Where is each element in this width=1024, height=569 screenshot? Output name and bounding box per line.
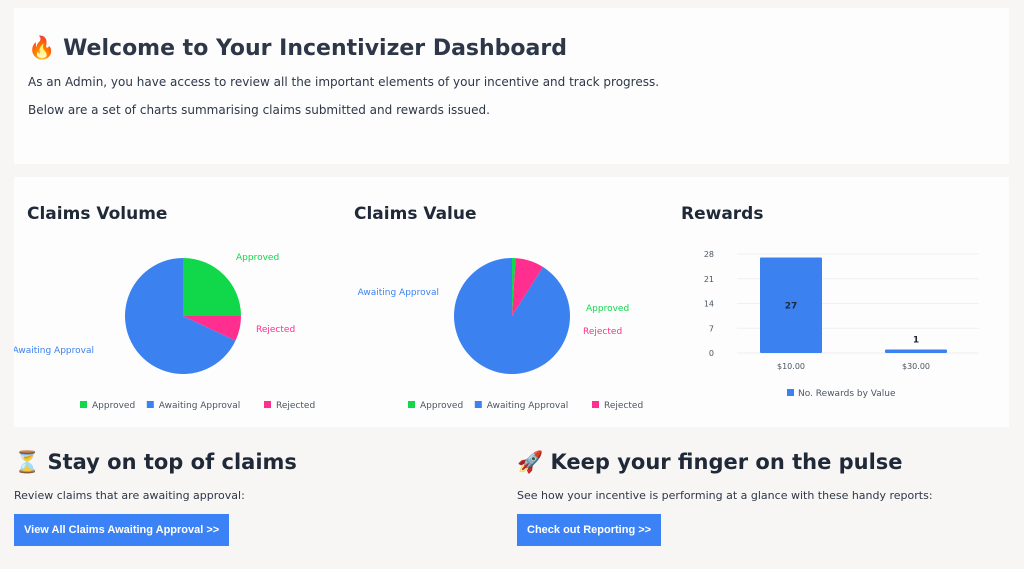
claims-volume-title: Claims Volume	[27, 204, 168, 224]
claims-text: Review claims that are awaiting approval…	[14, 489, 245, 502]
pie-slice-awaiting-approval	[453, 258, 570, 374]
pulse-heading: 🚀 Keep your finger on the pulse	[517, 450, 903, 474]
bar	[760, 257, 822, 353]
rewards-title: Rewards	[681, 204, 764, 224]
intro-text: As an Admin, you have access to review a…	[28, 75, 660, 89]
welcome-card: 🔥 Welcome to Your Incentivizer Dashboard…	[14, 8, 1009, 164]
y-tick-label: 7	[709, 324, 714, 333]
intro-text-2: Below are a set of charts summarising cl…	[28, 103, 490, 117]
legend-label: Awaiting Approval	[159, 401, 240, 411]
slice-label: Awaiting Approval	[358, 288, 439, 298]
slice-label: Rejected	[583, 327, 622, 337]
legend-label: Approved	[92, 401, 135, 411]
reporting-button[interactable]: Check out Reporting >>	[517, 514, 662, 546]
slice-label: Approved	[586, 304, 629, 314]
hourglass-icon: ⏳	[14, 450, 41, 474]
pie-slice-approved	[183, 258, 241, 316]
fire-icon: 🔥	[28, 36, 56, 61]
legend-label: Rejected	[276, 401, 315, 411]
pie-slice-approved	[512, 258, 516, 316]
slice-label: Approved	[236, 253, 279, 263]
legend-swatch	[146, 401, 154, 408]
legend-swatch	[80, 401, 87, 408]
x-tick-label: $10.00	[777, 362, 805, 371]
charts-svg: Approved Awaiting Approval Rejected Approve…	[14, 250, 979, 411]
y-tick-label: 14	[704, 300, 714, 309]
charts-card: Claims Volume Claims Value Rewards Appro…	[14, 177, 1009, 427]
legend-swatch	[264, 401, 271, 408]
x-tick-label: $30.00	[902, 362, 930, 371]
legend-label: Awaiting Approval	[487, 401, 568, 411]
legend-swatch	[787, 389, 794, 396]
claims-heading: ⏳ Stay on top of claims	[14, 450, 297, 474]
pie-slice-rejected	[183, 316, 241, 341]
page-title: 🔥 Welcome to Your Incentivizer Dashboard	[28, 36, 567, 61]
legend-label: No. Rewards by Value	[798, 389, 896, 399]
data-label: 1	[913, 335, 919, 345]
claims-value-title: Claims Value	[354, 204, 477, 224]
pie-slice-rejected	[512, 258, 544, 316]
y-tick-label: 28	[704, 250, 714, 259]
pie-slice-awaiting-approval	[125, 258, 236, 374]
legend-swatch	[474, 401, 482, 408]
y-tick-label: 21	[704, 275, 714, 284]
bar	[885, 349, 947, 353]
data-label: 27	[785, 301, 798, 311]
pulse-section: 🚀 Keep your finger on the pulse See how …	[517, 450, 933, 546]
legend-swatch	[408, 401, 415, 408]
y-tick-label: 0	[709, 349, 714, 358]
rocket-icon: 🚀	[517, 450, 544, 474]
slice-label: Rejected	[256, 325, 295, 335]
legend-label: Approved	[420, 401, 463, 411]
view-claims-button[interactable]: View All Claims Awaiting Approval >>	[14, 514, 230, 546]
legend-label: Rejected	[604, 401, 643, 411]
claims-section: ⏳ Stay on top of claims Review claims th…	[14, 450, 297, 546]
legend-swatch	[592, 401, 599, 408]
pulse-text: See how your incentive is performing at …	[517, 489, 933, 502]
slice-label: Awaiting Approval	[14, 346, 94, 356]
